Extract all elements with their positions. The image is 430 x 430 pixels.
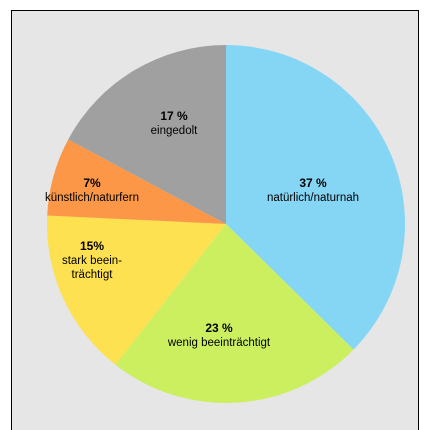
slice-percent-label: 15%: [80, 239, 104, 253]
slice-category-label: trächtigt: [72, 269, 114, 281]
slice-category-label: eingedolt: [151, 125, 198, 137]
slice-percent-label: 23 %: [205, 321, 233, 335]
pie-slice-4: [68, 44, 226, 225]
slice-category-label: wenig beeinträchtigt: [167, 337, 271, 349]
pie-slice-1: [115, 224, 354, 403]
slice-category-label: künstlich/naturfern: [45, 192, 139, 204]
pie-slice-0: [226, 45, 405, 350]
slice-percent-label: 7%: [83, 176, 101, 190]
slice-category-label: stark beein-: [62, 255, 122, 267]
pie-slices: [47, 44, 405, 403]
slice-category-label: natürlich/naturnah: [267, 192, 359, 204]
pie-slice-3: [47, 139, 227, 224]
pie-slice-2: [47, 215, 227, 365]
slice-percent-label: 37 %: [299, 176, 327, 190]
pie-labels: 37 % natürlich/naturnah 23 % wenig beeinträ…: [45, 109, 359, 349]
slice-percent-label: 17 %: [160, 109, 188, 123]
